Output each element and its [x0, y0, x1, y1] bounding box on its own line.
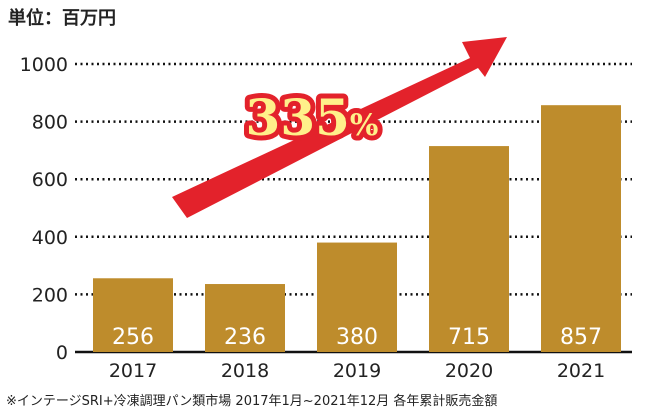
bar — [205, 284, 285, 352]
x-tick-label: 2019 — [333, 360, 381, 382]
bar-value-label: 236 — [224, 325, 266, 350]
bar-value-label: 256 — [112, 325, 154, 350]
y-tick-label: 1000 — [20, 54, 68, 76]
footnote: ※インテージSRI+冷凍調理パン類市場 2017年1月~2021年12月 各年累… — [6, 393, 497, 409]
y-tick-label: 400 — [32, 227, 68, 249]
bar-value-label: 857 — [560, 325, 602, 350]
bar-value-label: 715 — [448, 325, 490, 350]
growth-annotation: 335% — [246, 88, 379, 147]
y-tick-label: 600 — [32, 169, 68, 191]
y-tick-label: 0 — [56, 342, 68, 364]
x-tick-label: 2020 — [445, 360, 493, 382]
bar — [93, 278, 173, 352]
annotation-suffix: % — [350, 108, 379, 143]
x-tick-label: 2017 — [109, 360, 157, 382]
x-tick-label: 2021 — [557, 360, 605, 382]
bar-value-label: 380 — [336, 325, 378, 350]
bar — [317, 242, 397, 352]
bar — [429, 146, 509, 352]
growth-arrow — [172, 37, 507, 218]
x-tick-label: 2018 — [221, 360, 269, 382]
annotation-number: 335 — [246, 88, 350, 147]
y-tick-label: 200 — [32, 284, 68, 306]
unit-label: 単位：百万円 — [8, 7, 116, 29]
y-tick-label: 800 — [32, 112, 68, 134]
bar — [541, 105, 621, 353]
